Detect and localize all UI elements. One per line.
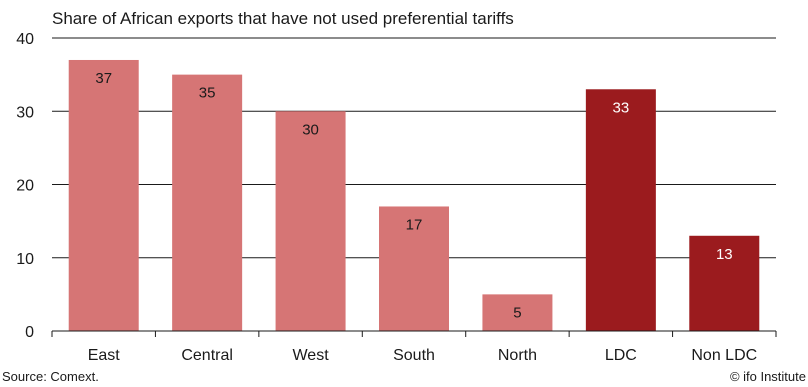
x-tick-label: LDC	[605, 347, 637, 364]
bar	[482, 294, 553, 331]
y-tick-label: 10	[16, 251, 34, 268]
bar	[689, 235, 760, 331]
data-label: 30	[302, 121, 319, 138]
y-axis-ticks: 0 10 20 30 40	[16, 31, 34, 341]
data-label: 35	[199, 85, 216, 102]
x-tick-label: North	[498, 347, 537, 364]
y-tick-label: 20	[16, 178, 34, 195]
bar	[275, 111, 346, 331]
x-tick-label: Non LDC	[691, 347, 757, 364]
bar	[585, 89, 656, 332]
data-label: 37	[95, 70, 112, 87]
copyright-note: © ifo Institute	[730, 369, 806, 384]
bar	[68, 59, 139, 331]
x-tick-label: West	[292, 347, 329, 364]
x-tick-label: East	[88, 347, 121, 364]
x-axis-ticks: East Central West South North LDC Non LDC	[51, 330, 777, 364]
source-note: Source: Comext.	[2, 369, 99, 384]
data-label: 17	[406, 216, 423, 233]
y-tick-label: 0	[25, 324, 34, 341]
bars: 37 35 30 17 5 33 13	[68, 59, 760, 332]
bar	[379, 206, 449, 331]
bar	[172, 74, 243, 331]
x-tick-label: South	[393, 347, 435, 364]
data-label: 13	[716, 246, 733, 263]
data-label: 5	[513, 304, 521, 321]
y-tick-label: 40	[16, 31, 34, 48]
y-tick-label: 30	[16, 104, 34, 121]
x-tick-label: Central	[181, 347, 233, 364]
chart-title: Share of African exports that have not u…	[52, 9, 514, 28]
data-label: 33	[613, 99, 630, 116]
